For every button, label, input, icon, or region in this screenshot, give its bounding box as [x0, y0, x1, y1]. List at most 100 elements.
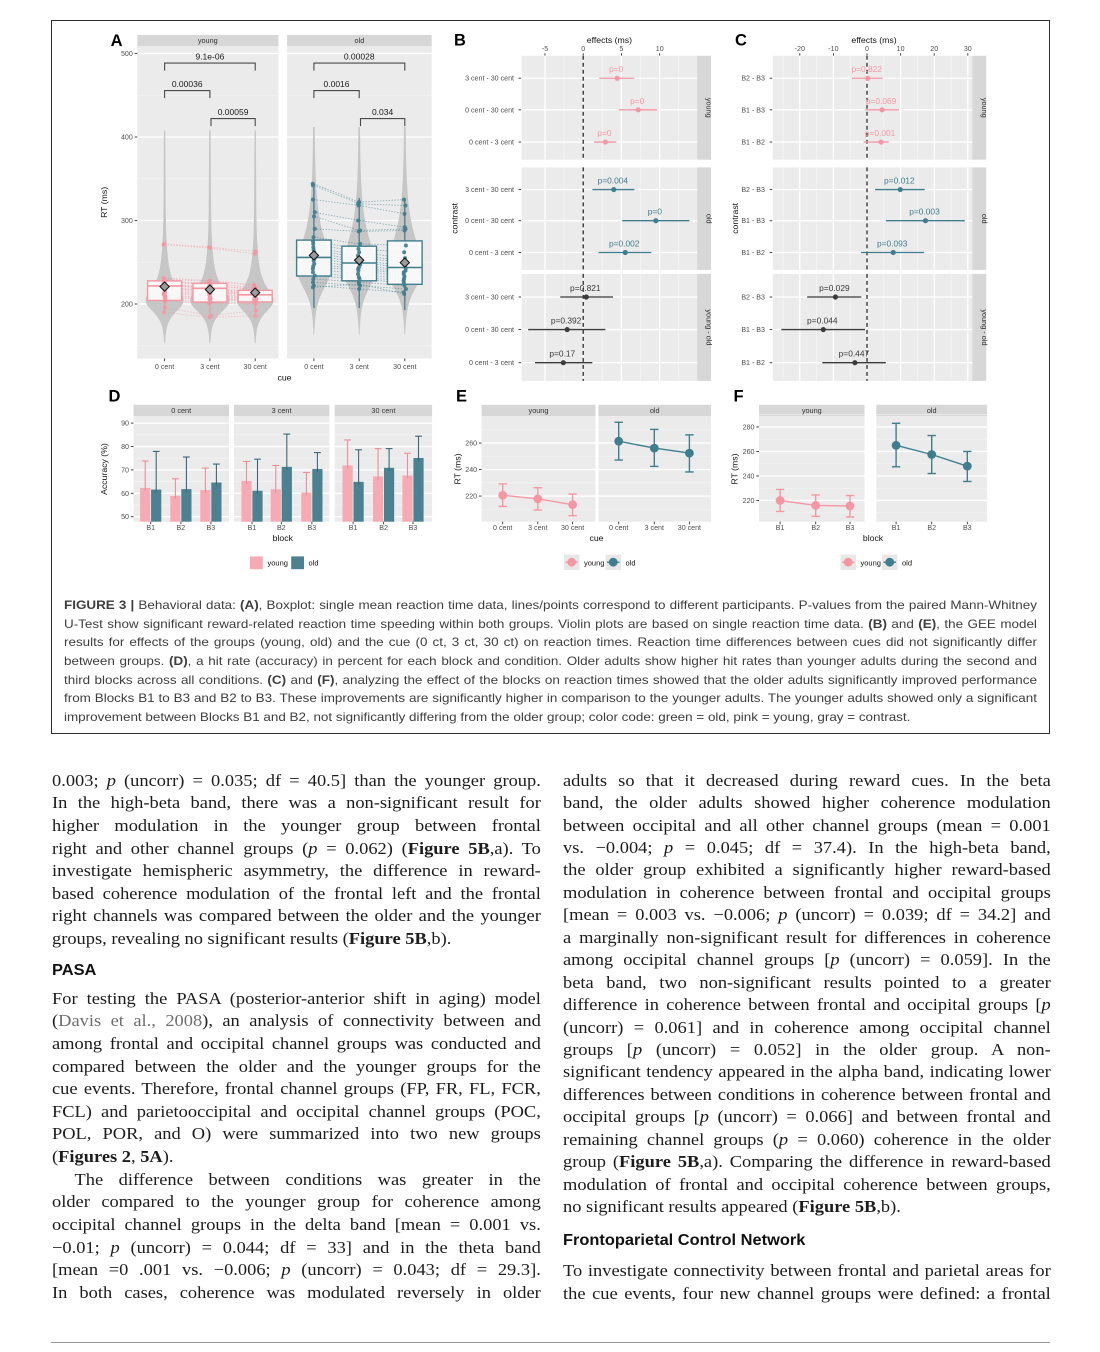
svg-text:0.0016: 0.0016: [324, 79, 350, 89]
svg-text:3 cent: 3 cent: [528, 524, 547, 532]
svg-text:280: 280: [743, 424, 755, 432]
svg-text:contrast: contrast: [730, 202, 740, 233]
svg-text:0 cent: 0 cent: [609, 524, 628, 532]
svg-text:240: 240: [465, 466, 477, 474]
svg-text:70: 70: [121, 466, 129, 474]
svg-text:young: young: [861, 558, 881, 567]
svg-text:RT (ms): RT (ms): [730, 453, 740, 484]
svg-text:0.00036: 0.00036: [172, 79, 203, 89]
svg-text:3 cent: 3 cent: [645, 524, 664, 532]
svg-text:220: 220: [743, 497, 755, 505]
svg-text:0 cent: 0 cent: [304, 363, 323, 371]
svg-text:0: 0: [865, 45, 869, 53]
svg-text:260: 260: [465, 440, 477, 448]
svg-text:30 cent: 30 cent: [561, 524, 584, 532]
svg-text:0 cent - 3 cent: 0 cent - 3 cent: [469, 139, 514, 147]
svg-text:young: young: [529, 406, 549, 415]
svg-text:B3: B3: [846, 524, 855, 532]
svg-text:cue: cue: [277, 373, 291, 383]
svg-text:0 cent - 3 cent: 0 cent - 3 cent: [469, 249, 514, 257]
svg-text:p=0.002: p=0.002: [609, 239, 640, 249]
svg-text:C: C: [735, 31, 747, 49]
svg-text:-5: -5: [542, 45, 548, 53]
svg-text:B1: B1: [248, 524, 257, 532]
svg-text:p=0: p=0: [630, 96, 645, 106]
svg-text:3 cent: 3 cent: [200, 363, 219, 371]
svg-text:B1: B1: [349, 524, 358, 532]
svg-text:p=0: p=0: [648, 207, 663, 217]
svg-text:30 cent: 30 cent: [244, 363, 267, 371]
svg-text:0 cent: 0 cent: [155, 363, 174, 371]
svg-text:B2 - B3: B2 - B3: [741, 75, 765, 83]
svg-text:contrast: contrast: [449, 202, 459, 233]
svg-text:0 cent - 30 cent: 0 cent - 30 cent: [465, 106, 514, 114]
svg-text:400: 400: [121, 134, 133, 142]
svg-text:5: 5: [619, 45, 623, 53]
svg-text:0 cent - 30 cent: 0 cent - 30 cent: [465, 326, 514, 334]
svg-text:old: old: [650, 406, 660, 415]
svg-text:p=0.821: p=0.821: [570, 283, 601, 293]
svg-text:B1 - B3: B1 - B3: [741, 217, 765, 225]
svg-text:cue: cue: [589, 533, 603, 543]
svg-text:3 cent: 3 cent: [272, 406, 292, 415]
svg-text:240: 240: [743, 473, 755, 481]
svg-text:p=0.447: p=0.447: [839, 349, 870, 359]
svg-text:0.034: 0.034: [372, 107, 394, 117]
svg-text:0 cent: 0 cent: [493, 524, 512, 532]
svg-text:p=0.001: p=0.001: [865, 128, 896, 138]
svg-text:block: block: [863, 533, 884, 543]
svg-text:p=0.093: p=0.093: [877, 239, 908, 249]
svg-text:B1: B1: [146, 524, 155, 532]
svg-text:p=0.17: p=0.17: [549, 349, 575, 359]
svg-text:B: B: [454, 31, 466, 49]
svg-text:0.00028: 0.00028: [344, 52, 375, 62]
svg-text:30 cent: 30 cent: [393, 363, 416, 371]
svg-text:30: 30: [964, 45, 972, 53]
svg-text:effects (ms): effects (ms): [851, 35, 896, 45]
svg-text:young: young: [268, 558, 288, 567]
svg-text:220: 220: [465, 493, 477, 501]
svg-text:p=0.392: p=0.392: [551, 316, 582, 326]
svg-text:500: 500: [121, 50, 133, 58]
svg-text:young: young: [584, 558, 604, 567]
svg-text:200: 200: [121, 301, 133, 309]
svg-text:B2 - B3: B2 - B3: [741, 186, 765, 194]
svg-text:30 cent: 30 cent: [371, 406, 395, 415]
svg-text:B2: B2: [927, 524, 936, 532]
svg-text:B2: B2: [277, 524, 286, 532]
svg-text:3 cent - 30 cent: 3 cent - 30 cent: [465, 294, 514, 302]
svg-text:B3: B3: [207, 524, 216, 532]
svg-text:0 cent - 3 cent: 0 cent - 3 cent: [469, 359, 514, 367]
svg-text:10: 10: [897, 45, 905, 53]
svg-text:young: young: [980, 98, 989, 118]
svg-text:50: 50: [121, 513, 129, 521]
svg-text:0 cent: 0 cent: [171, 406, 191, 415]
svg-text:B2: B2: [811, 524, 820, 532]
svg-text:0 cent - 30 cent: 0 cent - 30 cent: [465, 217, 514, 225]
svg-text:RT (ms): RT (ms): [453, 453, 463, 484]
svg-text:0.00059: 0.00059: [218, 107, 249, 117]
svg-text:B1 - B3: B1 - B3: [741, 106, 765, 114]
svg-text:30 cent: 30 cent: [678, 524, 701, 532]
svg-text:-20: -20: [795, 45, 805, 53]
svg-text:p=0.822: p=0.822: [851, 64, 882, 74]
svg-text:old: old: [980, 214, 989, 224]
svg-text:B2: B2: [177, 524, 186, 532]
svg-text:3 cent: 3 cent: [350, 363, 369, 371]
svg-text:RT (ms): RT (ms): [99, 187, 109, 218]
svg-text:B1 - B3: B1 - B3: [741, 326, 765, 334]
svg-text:Accuracy (%): Accuracy (%): [99, 443, 109, 495]
svg-text:20: 20: [930, 45, 938, 53]
svg-text:old: old: [902, 558, 912, 567]
svg-text:p=0.004: p=0.004: [598, 176, 629, 186]
svg-text:p=0.003: p=0.003: [909, 207, 940, 217]
svg-text:B3: B3: [409, 524, 418, 532]
svg-text:A: A: [111, 32, 123, 50]
svg-text:block: block: [273, 533, 294, 543]
svg-text:B1: B1: [892, 524, 901, 532]
svg-text:B1 - B2: B1 - B2: [741, 359, 765, 367]
svg-text:young: young: [198, 36, 218, 45]
svg-text:p=0: p=0: [609, 64, 624, 74]
svg-text:9.1e-06: 9.1e-06: [195, 52, 224, 62]
svg-text:B1 - B2: B1 - B2: [741, 139, 765, 147]
